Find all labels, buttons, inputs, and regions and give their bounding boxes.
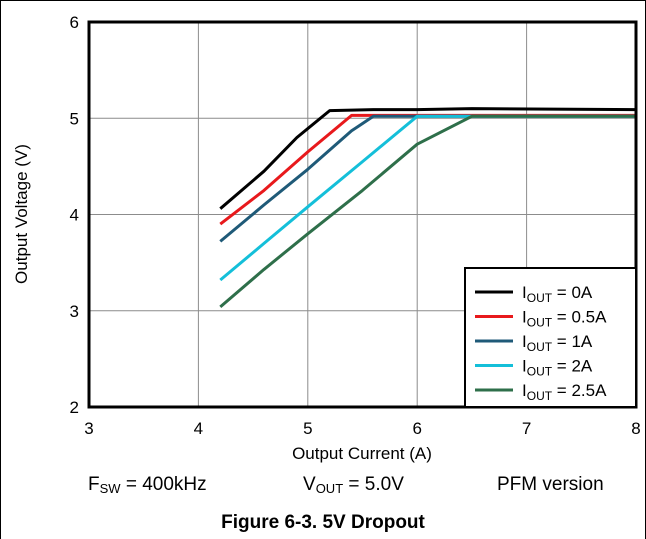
x-tick-label: 8 xyxy=(631,419,640,438)
x-tick-labels: 3 4 5 6 7 8 xyxy=(84,419,640,438)
x-tick-label: 6 xyxy=(412,419,421,438)
figure-caption: Figure 6-3. 5V Dropout xyxy=(221,512,425,533)
output-voltage-condition-label: VOUT = 5.0V xyxy=(303,474,404,496)
series-line-3 xyxy=(219,114,636,282)
y-tick-label: 6 xyxy=(70,13,79,32)
x-tick-label: 4 xyxy=(194,419,203,438)
series-line-4 xyxy=(219,114,636,309)
legend-label-0: IOUT = 0A xyxy=(522,283,593,305)
pfm-version-label: PFM version xyxy=(497,474,604,495)
y-axis-label: Output Voltage (V) xyxy=(12,144,31,284)
y-tick-label: 3 xyxy=(70,302,79,321)
switching-frequency-label: FSW = 400kHz xyxy=(88,474,207,496)
legend-box xyxy=(464,267,637,408)
x-tick-label: 3 xyxy=(84,419,93,438)
plot-area-border xyxy=(87,20,638,409)
legend-label-4: IOUT = 2.5A xyxy=(522,381,607,403)
x-tick-label: 5 xyxy=(303,419,312,438)
x-tick-label: 7 xyxy=(522,419,531,438)
x-axis-label: Output Current (A) xyxy=(292,444,432,463)
y-tick-label: 2 xyxy=(70,398,79,417)
y-tick-label: 4 xyxy=(70,206,79,225)
y-tick-label: 5 xyxy=(70,109,79,128)
series-line-0 xyxy=(219,107,637,210)
legend-label-3: IOUT = 2A xyxy=(522,357,593,379)
series-lines xyxy=(219,107,637,309)
series-line-1 xyxy=(219,113,636,226)
legend-label-1: IOUT = 0.5A xyxy=(522,308,607,330)
y-tick-labels: 2 3 4 5 6 xyxy=(70,13,79,417)
series-line-2 xyxy=(219,114,636,243)
legend-label-2: IOUT = 1A xyxy=(522,332,593,354)
